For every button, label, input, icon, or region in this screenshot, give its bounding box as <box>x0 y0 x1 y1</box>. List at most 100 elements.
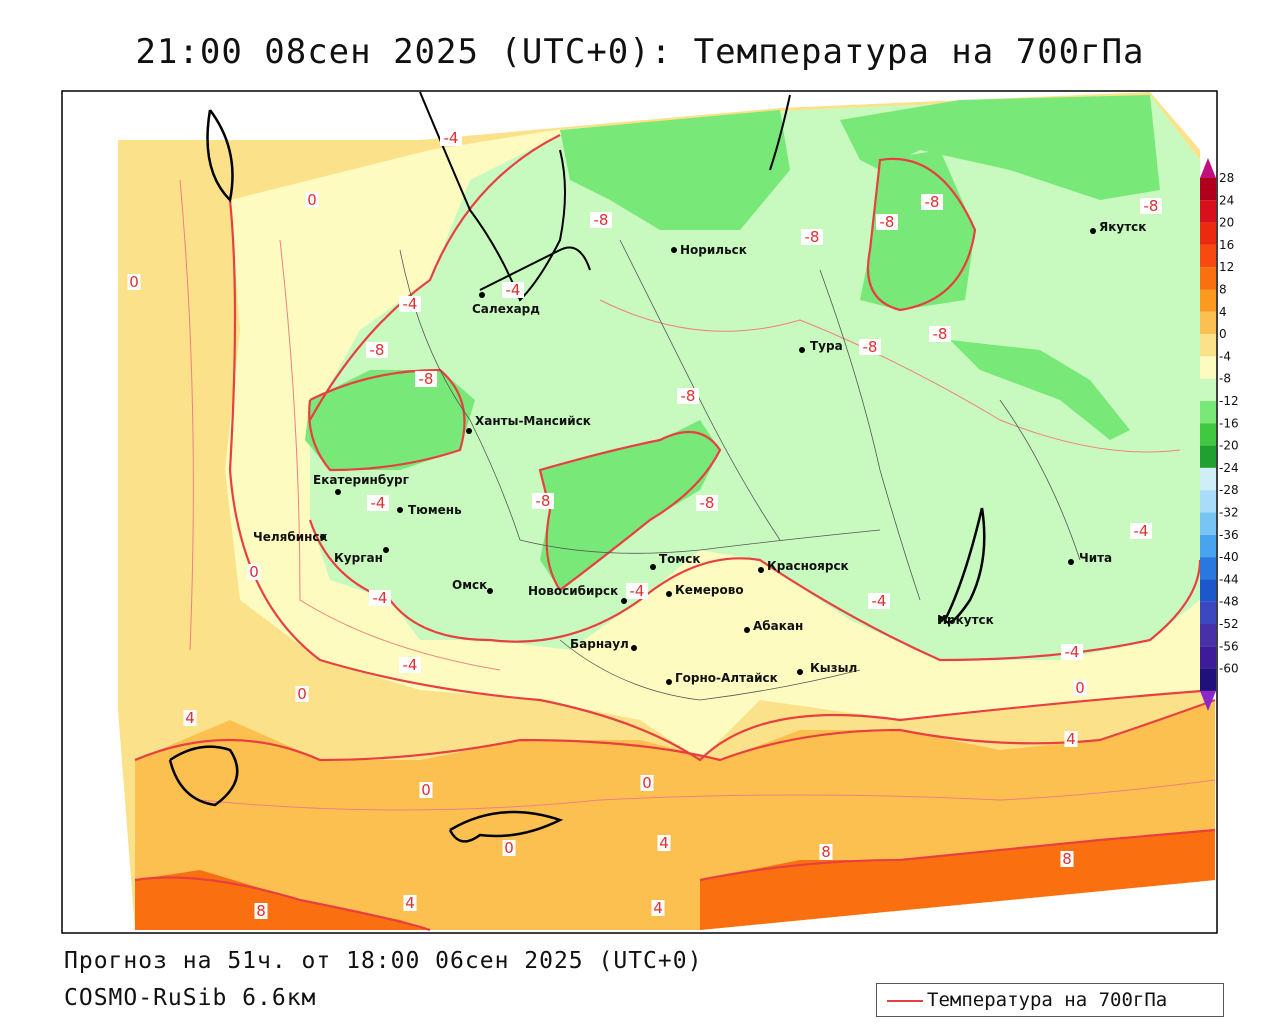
isotherm-label: -8 <box>419 370 434 388</box>
isotherm-label-bg <box>367 495 389 511</box>
city-label: Абакан <box>753 619 803 633</box>
isotherm-label: -4 <box>373 589 388 607</box>
colorbar-tick-label: -52 <box>1219 617 1239 631</box>
field-band-8-12 <box>700 830 1215 930</box>
isotherm-label: 0 <box>504 839 514 857</box>
isotherm-label: 0 <box>307 191 317 209</box>
isotherm-label: -4 <box>403 656 418 674</box>
colorbar-swatch <box>1200 334 1216 357</box>
city-marker <box>335 489 341 495</box>
city-label: Иркутск <box>937 613 994 627</box>
colorbar-tick-label: 8 <box>1219 283 1227 297</box>
isotherm-label-bg <box>305 192 319 208</box>
colorbar-swatch <box>1200 267 1216 290</box>
colorbar-swatch <box>1200 601 1216 624</box>
colorbar-swatch <box>1200 423 1216 446</box>
colorbar-swatch <box>1200 200 1216 223</box>
colorbar-tick-label: -16 <box>1219 416 1239 430</box>
colorbar-tick-label: -60 <box>1219 662 1239 676</box>
colorbar-swatch <box>1200 668 1216 691</box>
city-marker <box>744 627 750 633</box>
isotherm-label-bg <box>399 657 421 673</box>
colorbar-swatch <box>1200 579 1216 602</box>
cold-patch <box>840 95 1160 200</box>
isotherm-label-bg <box>819 844 833 860</box>
colorbar-tick-label: -56 <box>1219 639 1239 653</box>
isotherm-label: -4 <box>872 592 887 610</box>
city-marker <box>631 645 637 651</box>
isotherm-label-bg <box>1064 731 1078 747</box>
isotherm-label-bg <box>419 782 433 798</box>
isotherm-label: -8 <box>880 213 895 231</box>
colorbar-swatch <box>1200 467 1216 491</box>
isotherm-label-bg <box>876 214 898 230</box>
forecast-info: Прогноз на 51ч. от 18:00 06сен 2025 (UTC… <box>64 948 703 974</box>
isotherm-labels: -4 0 -8 -8 -8 -8 -8 -8 -8 -8 -4 -4 -8 -8 -8 -8 0 0 -4 -4 -4 -… <box>127 129 1162 920</box>
city-label: Салехард <box>472 302 540 316</box>
legend: Температура на 700гПа <box>876 983 1224 1017</box>
isotherm-label-bg <box>532 493 554 509</box>
isotherm-label: -4 <box>1134 522 1149 540</box>
isotherm-label: -8 <box>700 494 715 512</box>
colorbar-tick-label: 0 <box>1219 327 1227 341</box>
city-label: Ханты-Мансийск <box>475 414 591 428</box>
city-marker <box>383 547 389 553</box>
city-label: Чита <box>1079 551 1112 565</box>
city-marker <box>797 669 803 675</box>
colorbar-top-arrow <box>1200 158 1216 178</box>
isotherm-label-bg <box>415 371 437 387</box>
map-title: 21:00 08сен 2025 (UTC+0): Температура на… <box>135 32 1145 72</box>
city-label: Тура <box>810 339 843 353</box>
cold-patch <box>305 370 475 470</box>
isotherm-label: 8 <box>256 902 266 920</box>
isotherm-label-bg <box>657 835 671 851</box>
colorbar-tick-label: -12 <box>1219 394 1239 408</box>
city-marker <box>938 616 944 622</box>
isotherm-label-bg <box>1060 851 1074 867</box>
city-markers: Норильск Якутск Салехард Тура Ханты-Мансийск… <box>253 220 1146 685</box>
isotherm-label-bg <box>868 593 890 609</box>
city-marker <box>621 598 627 604</box>
isotherm-label-bg <box>590 212 612 228</box>
isotherm-label-bg <box>859 339 881 355</box>
isotherm-label: -8 <box>594 211 609 229</box>
isotherm-label-bg <box>247 564 261 580</box>
isotherm-label-bg <box>254 903 268 919</box>
isotherm-label: -4 <box>506 281 521 299</box>
cold-patch <box>860 150 975 310</box>
isotherm-label-bg <box>651 900 665 916</box>
city-marker <box>666 591 672 597</box>
city-marker <box>758 567 764 573</box>
isotherm-label: -8 <box>370 341 385 359</box>
isotherm-label-bg <box>921 194 943 210</box>
isotherm-label-bg <box>403 895 417 911</box>
isotherm-label: -4 <box>371 494 386 512</box>
colorbar-tick-label: -4 <box>1219 349 1231 363</box>
city-label: Кемерово <box>675 583 744 597</box>
colorbar-tick-label: -32 <box>1219 506 1239 520</box>
field-band-8-12 <box>135 870 430 930</box>
isotherm-label: -8 <box>681 387 696 405</box>
colorbar-swatch <box>1200 490 1216 513</box>
colorbar-swatch <box>1200 356 1216 379</box>
isotherm-label-bg <box>801 229 823 245</box>
city-label: Горно-Алтайск <box>675 671 778 685</box>
isotherm-label-bg <box>640 775 654 791</box>
colorbar-tick-label: -36 <box>1219 528 1239 542</box>
isotherm-label: 8 <box>821 843 831 861</box>
isotherm-label: -4 <box>403 295 418 313</box>
isotherm-label-bg <box>1073 680 1087 696</box>
city-marker <box>487 588 493 594</box>
colorbar-swatch <box>1200 178 1216 201</box>
thin-isotherms <box>179 179 1216 811</box>
legend-line-swatch <box>887 1000 923 1002</box>
isotherm-label: 4 <box>405 894 415 912</box>
isotherm-label: 4 <box>185 709 195 727</box>
isotherm-label: -4 <box>630 582 645 600</box>
colorbar-tick-label: 28 <box>1219 171 1234 185</box>
isotherm-label-bg <box>369 590 391 606</box>
cold-patch <box>950 340 1130 440</box>
colorbar-swatch <box>1200 624 1216 647</box>
colorbar-tick-label: 4 <box>1219 305 1227 319</box>
